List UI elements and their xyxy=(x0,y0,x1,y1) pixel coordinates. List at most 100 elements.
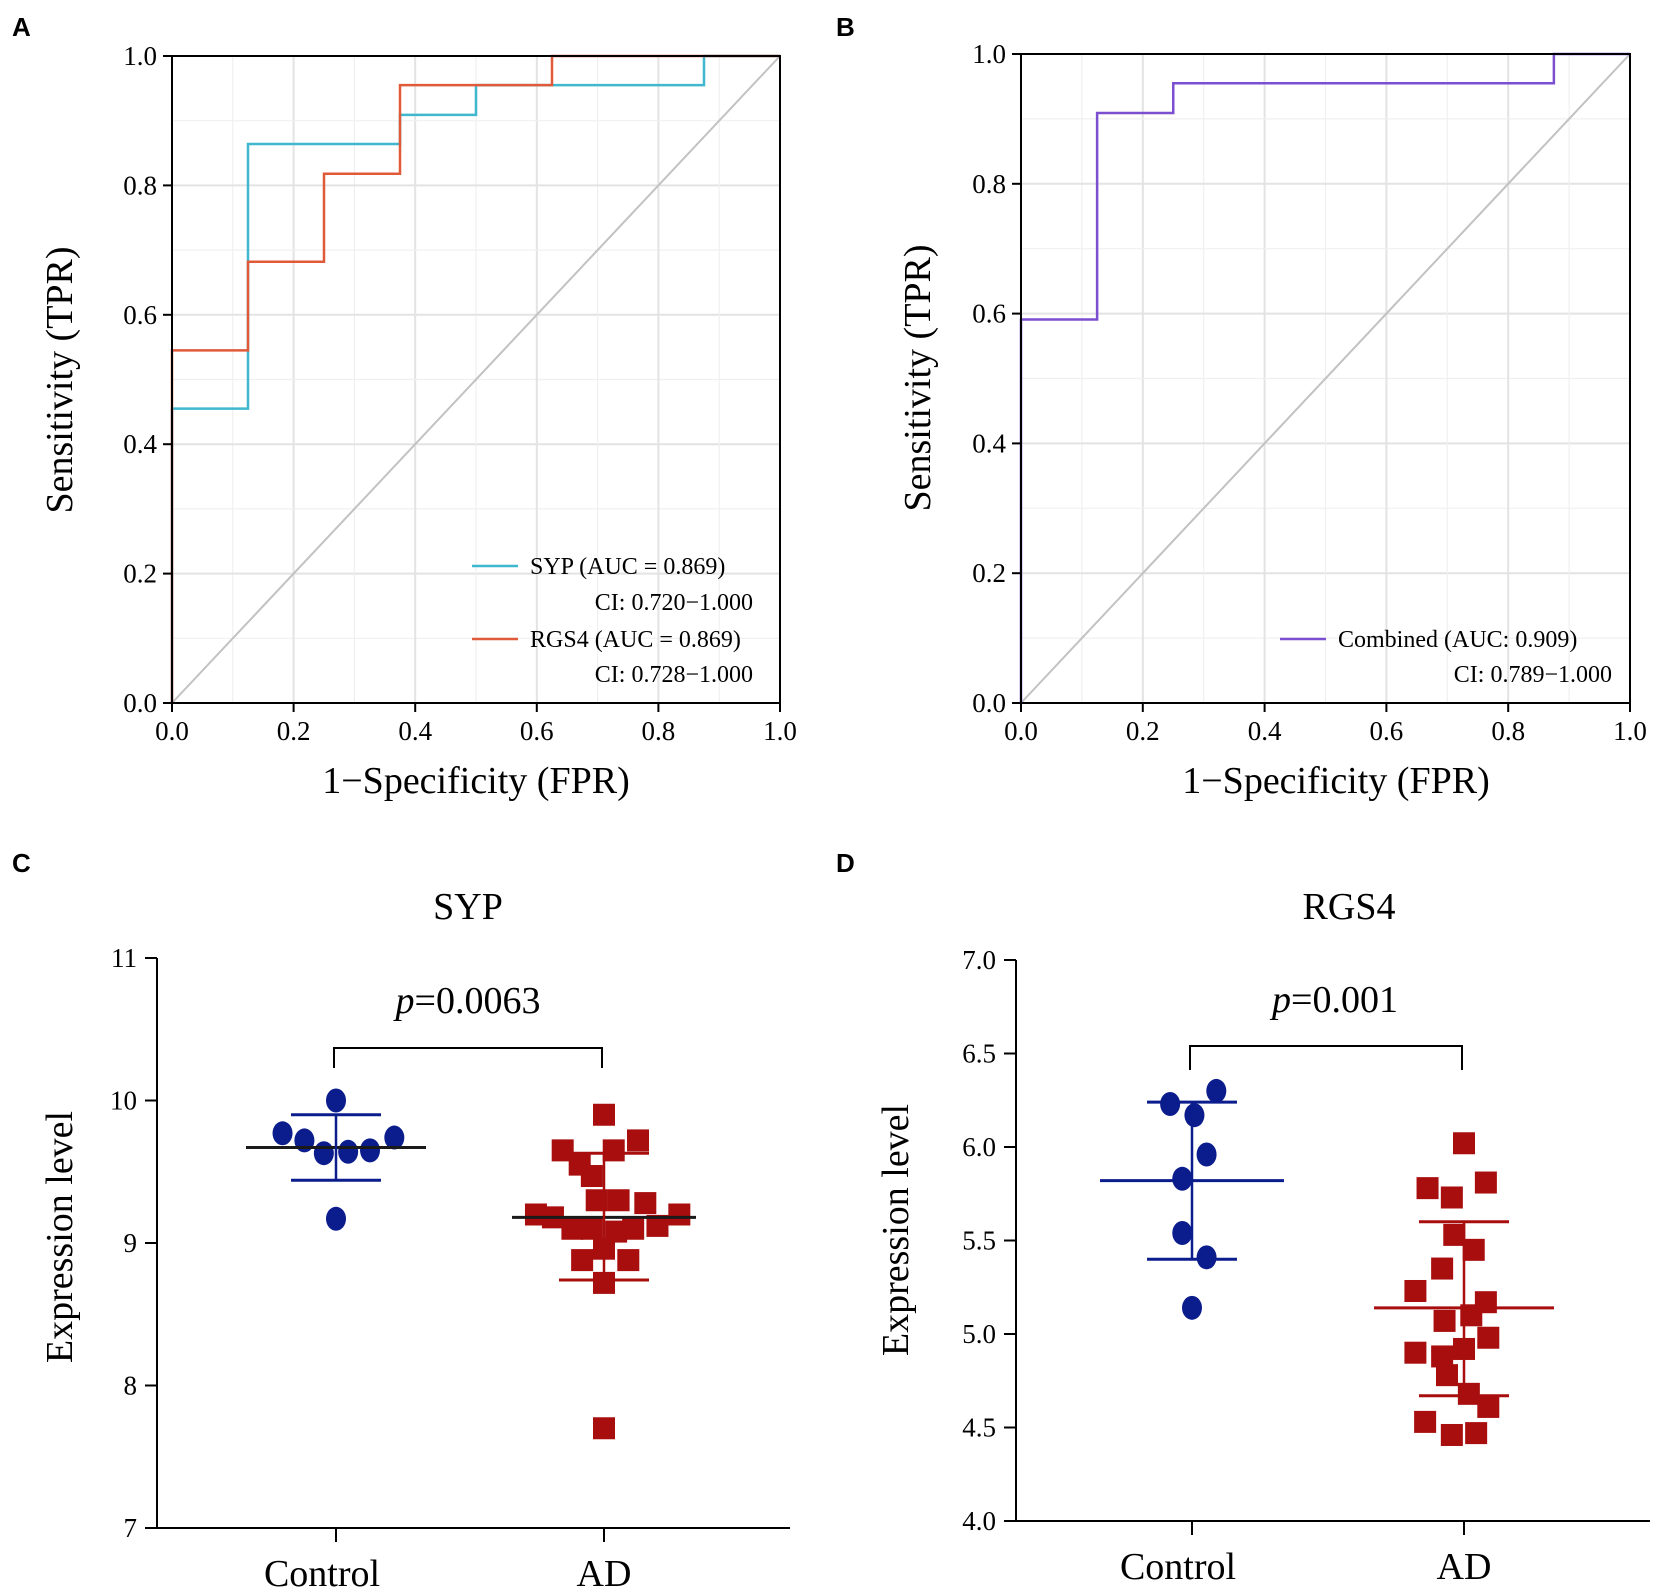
p-symbol: p xyxy=(1269,979,1291,1021)
x-category-label: Control xyxy=(1120,1546,1236,1588)
data-point-control xyxy=(1206,1078,1227,1103)
y-tick-label: 5.0 xyxy=(962,1319,996,1349)
panel-letter-b: B xyxy=(836,12,855,42)
data-point-control xyxy=(326,1088,346,1113)
data-point-control xyxy=(1196,1245,1217,1270)
data-point-ad xyxy=(1404,1341,1427,1364)
y-axis-title: Sensitivity (TPR) xyxy=(897,244,939,511)
data-point-ad xyxy=(602,1139,625,1162)
x-category-label: AD xyxy=(1437,1546,1492,1588)
data-point-control xyxy=(384,1125,405,1150)
roc-curve-rgs4 xyxy=(170,54,780,703)
data-point-control xyxy=(1196,1142,1217,1167)
data-point-ad xyxy=(1443,1223,1466,1246)
data-point-ad xyxy=(1477,1326,1500,1349)
data-point-ad xyxy=(1431,1345,1454,1368)
y-axis-ticks: 0.0 0.2 0.4 0.6 0.8 1.0 xyxy=(972,39,1021,718)
y-tick-label: 0.0 xyxy=(123,688,157,718)
y-axis-ticks: 7 8 9 10 11 xyxy=(110,943,157,1543)
data-point-ad xyxy=(668,1203,691,1226)
dot-plot-panel-d: D RGS4 Expression level 4.0 4.5 5.0 5.5 6.0 6… xyxy=(836,848,1650,1588)
data-point-ad xyxy=(1433,1309,1456,1332)
data-point-ad xyxy=(1416,1177,1439,1200)
y-tick-label: 1.0 xyxy=(972,39,1006,69)
x-axis-ticks: 0.0 0.2 0.4 0.6 0.8 1.0 xyxy=(1004,703,1647,746)
y-tick-label: 0.2 xyxy=(123,559,157,589)
y-tick-label: 8 xyxy=(124,1371,138,1401)
data-point-control xyxy=(338,1139,359,1164)
data-point-ad xyxy=(634,1192,657,1215)
mean-sd-bars xyxy=(246,1113,696,1282)
y-tick-label: 0.2 xyxy=(972,558,1006,588)
y-tick-label: 0.6 xyxy=(972,299,1006,329)
y-tick-label: 6.0 xyxy=(962,1132,996,1162)
data-point-ad xyxy=(605,1220,628,1243)
y-tick-label: 10 xyxy=(110,1086,137,1116)
panel-letter-c: C xyxy=(12,848,31,878)
roc-curve-combined xyxy=(1019,52,1630,703)
diagonal-reference-line xyxy=(171,55,781,704)
y-tick-label: 0.8 xyxy=(972,169,1006,199)
roc-curves xyxy=(1019,52,1630,703)
x-tick-label: 0.6 xyxy=(520,716,554,746)
data-point-ad xyxy=(1435,1364,1458,1387)
y-axis-title: Expression level xyxy=(39,1111,81,1363)
data-point-ad xyxy=(627,1129,650,1152)
panel-letter-a: A xyxy=(12,12,31,42)
y-tick-label: 0.8 xyxy=(123,170,157,200)
x-axis-title: 1−Specificity (FPR) xyxy=(1182,760,1489,802)
data-point-ad xyxy=(1474,1171,1497,1194)
data-point-ad xyxy=(551,1139,574,1162)
x-tick-label: 0.8 xyxy=(1491,716,1525,746)
diagonal-reference-line xyxy=(1020,53,1631,704)
p-value: =0.0063 xyxy=(415,980,541,1022)
y-tick-label: 11 xyxy=(111,943,137,973)
y-tick-label: 7 xyxy=(124,1513,138,1543)
legend-label-syp: SYP (AUC = 0.869) xyxy=(530,554,725,580)
data-point-ad xyxy=(580,1165,603,1188)
x-tick-label: 0.0 xyxy=(1004,716,1038,746)
data-point-control xyxy=(1160,1091,1181,1116)
data-point-ad xyxy=(1462,1238,1485,1261)
data-point-ad xyxy=(646,1214,669,1237)
y-tick-label: 0.6 xyxy=(123,300,157,330)
data-point-control xyxy=(1172,1221,1193,1246)
data-point-control xyxy=(313,1141,334,1166)
legend-label-rgs4: RGS4 (AUC = 0.869) xyxy=(530,627,741,653)
data-point-ad xyxy=(593,1417,615,1440)
legend: Combined (AUC: 0.909) CI: 0.789−1.000 xyxy=(1280,627,1612,688)
data-point-ad xyxy=(1460,1304,1483,1327)
x-tick-label: 1.0 xyxy=(1613,716,1647,746)
y-tick-label: 6.5 xyxy=(962,1039,996,1069)
data-point-control xyxy=(326,1206,346,1231)
dot-plot-panel-c: C SYP Expression level 7 8 9 10 11 Control AD… xyxy=(12,848,790,1592)
x-tick-label: 0.4 xyxy=(1248,716,1282,746)
data-point-control xyxy=(1182,1295,1202,1320)
x-axis-categories: Control AD xyxy=(264,1528,632,1592)
plot-frame xyxy=(171,55,781,704)
y-tick-label: 0.4 xyxy=(123,429,157,459)
data-point-control xyxy=(360,1138,381,1163)
panel-letter-d: D xyxy=(836,848,855,878)
data-point-control xyxy=(1172,1166,1193,1191)
legend-ci-syp: CI: 0.720−1.000 xyxy=(595,590,753,616)
p-value-label: p=0.0063 xyxy=(393,980,541,1022)
roc-panel-b: B 0.0 0.2 0.4 0.6 0.8 1.0 0.00.20.40.60.81.0 … xyxy=(836,12,1647,802)
x-tick-label: 1.0 xyxy=(763,716,797,746)
x-tick-label: 0.0 xyxy=(155,716,189,746)
axes xyxy=(156,958,790,1529)
data-point-ad xyxy=(1457,1382,1480,1405)
data-point-ad xyxy=(593,1103,615,1126)
y-tick-label: 4.5 xyxy=(962,1413,996,1443)
x-axis-title: 1−Specificity (FPR) xyxy=(322,760,629,802)
data-point-ad xyxy=(524,1203,547,1226)
x-tick-label: 0.8 xyxy=(642,716,676,746)
data-point-ad xyxy=(571,1249,594,1272)
data-point-ad xyxy=(1414,1410,1437,1433)
y-axis-title: Sensitivity (TPR) xyxy=(39,246,81,513)
x-category-label: AD xyxy=(577,1553,632,1592)
data-point-ad xyxy=(593,1271,615,1294)
p-symbol: p xyxy=(393,980,415,1022)
data-points xyxy=(272,1088,691,1440)
